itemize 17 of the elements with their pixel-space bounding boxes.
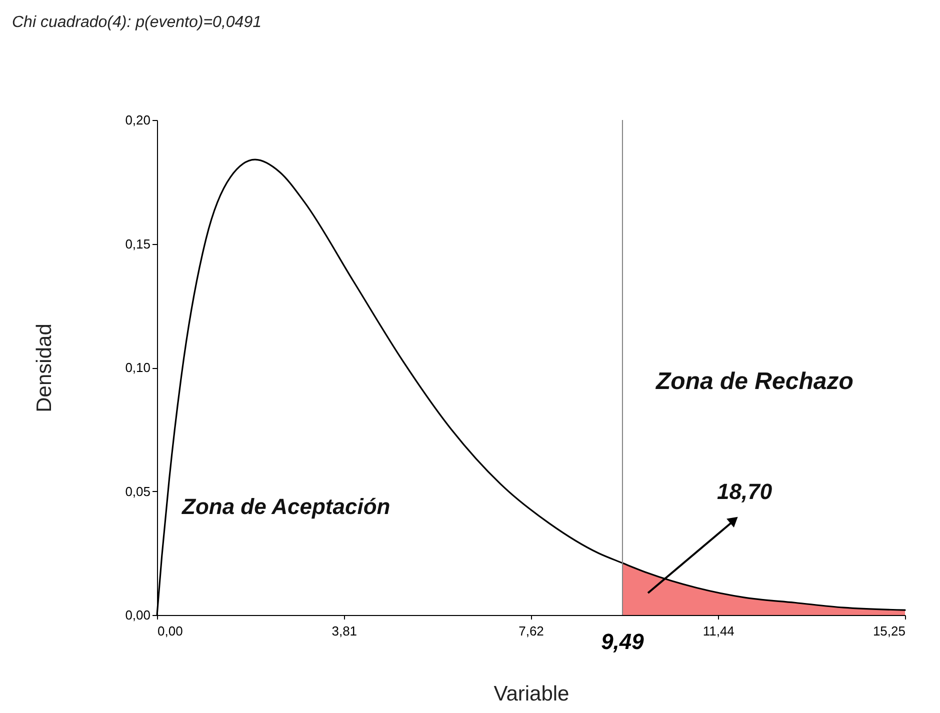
x-axis-title: Variable xyxy=(494,682,570,706)
y-tick-label: 0,15 xyxy=(125,236,150,252)
x-tick-label: 11,44 xyxy=(702,624,734,638)
annotation: Zona de Rechazo xyxy=(655,368,854,395)
y-tick-label: 0,10 xyxy=(125,360,150,375)
y-tick-label: 0,20 xyxy=(125,112,150,128)
y-tick-label: 0,00 xyxy=(125,608,150,622)
y-axis-title: Densidad xyxy=(33,324,56,412)
annotation: Zona de Aceptación xyxy=(181,494,390,519)
annotation: 18,70 xyxy=(717,479,773,504)
y-tick-label: 0,05 xyxy=(125,484,150,499)
ref-line-label: 9,49 xyxy=(601,629,645,654)
x-tick-label: 0,00 xyxy=(158,624,183,638)
x-tick-label: 15,25 xyxy=(872,624,906,638)
chart-title: Chi cuadrado(4): p(evento)=0,0491 xyxy=(12,14,262,31)
x-tick-label: 7,62 xyxy=(518,624,544,638)
x-tick-label: 3,81 xyxy=(332,624,358,638)
